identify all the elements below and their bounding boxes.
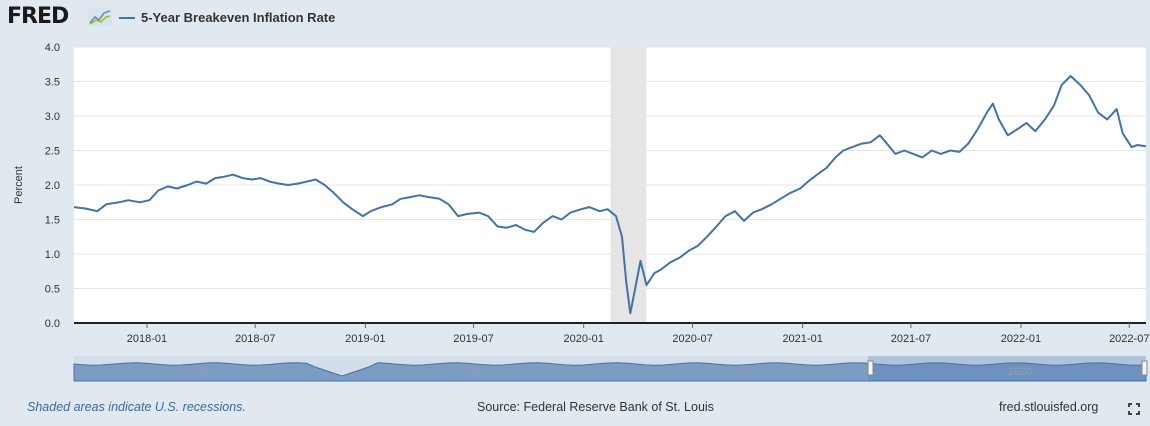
series-line[interactable] <box>73 75 1147 315</box>
navigator-handle-right[interactable] <box>1141 360 1148 376</box>
x-tick-label: 2021-01 <box>782 333 822 345</box>
x-tick-label: 2020-07 <box>672 333 712 345</box>
navigator-series <box>73 362 1147 382</box>
y-axis-title: Percent <box>13 166 25 204</box>
y-tick-label: 4.0 <box>45 42 60 54</box>
site-link[interactable]: fred.stlouisfed.org <box>999 400 1099 414</box>
y-tick-label: 2.0 <box>45 180 60 192</box>
legend-swatch <box>119 17 135 19</box>
x-tick-label: 2022-01 <box>1001 333 1041 345</box>
navigator-label: 2020 <box>1008 366 1032 378</box>
y-tick-label: 3.5 <box>45 77 60 89</box>
fred-logo[interactable]: FRED <box>7 4 69 29</box>
line-chart[interactable]: 0.0 0.5 1.0 1.5 2.0 2.5 3.0 3.5 4.0 2018-01 2018-0… <box>0 36 1150 386</box>
navigator-label: 2015 <box>734 366 758 378</box>
legend-series-label: 5-Year Breakeven Inflation Rate <box>141 10 336 25</box>
navigator-handle-left[interactable] <box>867 360 874 376</box>
y-tick-label: 3.0 <box>45 111 60 123</box>
chart-header: FRED 5-Year Breakeven Inflation Rate <box>0 0 1150 36</box>
navigator-label: 2010 <box>460 366 484 378</box>
x-tick-label: 2021-07 <box>891 333 931 345</box>
x-tick-label: 2019-07 <box>453 333 493 345</box>
y-tick-label: 0.5 <box>45 284 60 296</box>
navigator-selection[interactable] <box>868 356 1146 381</box>
navigator-label: 2005 <box>186 366 210 378</box>
fullscreen-icon[interactable] <box>1128 403 1140 415</box>
y-tick-label: 1.0 <box>45 249 60 261</box>
x-tick-label: 2019-01 <box>345 333 385 345</box>
y-tick-label: 0.0 <box>45 318 60 330</box>
x-tick-label: 2020-01 <box>563 333 603 345</box>
source-note: Source: Federal Reserve Bank of St. Loui… <box>477 400 714 414</box>
x-tick-label: 2022-07 <box>1109 333 1149 345</box>
x-tick-label: 2018-01 <box>127 333 167 345</box>
chart-graph-icon <box>88 8 112 26</box>
y-tick-label: 1.5 <box>45 215 60 227</box>
x-tick-label: 2018-07 <box>235 333 275 345</box>
recession-note: Shaded areas indicate U.S. recessions. <box>27 400 246 414</box>
y-tick-label: 2.5 <box>45 146 60 158</box>
